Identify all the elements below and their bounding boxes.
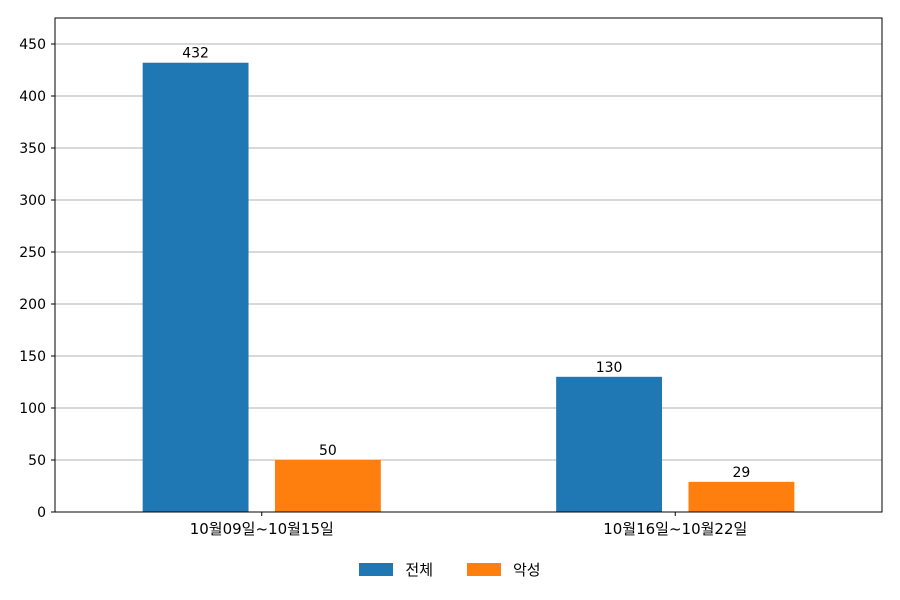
y-tick-label: 100 xyxy=(19,401,46,417)
axis-layer: 0 50 100 150 200 250 300 350 400 450 10월09일~10월15일… xyxy=(19,17,883,538)
data-label: 432 xyxy=(182,46,209,62)
y-tick-label: 0 xyxy=(37,505,46,521)
y-tick-label: 250 xyxy=(19,245,46,261)
y-tick-label: 50 xyxy=(28,453,46,469)
legend-label-series-1: 악성 xyxy=(513,561,541,579)
y-tick-label: 450 xyxy=(19,37,46,53)
bar-layer xyxy=(142,62,795,512)
legend-swatch-series-1 xyxy=(467,563,501,576)
plot-frame xyxy=(54,17,883,513)
data-label: 130 xyxy=(596,360,623,376)
legend-item-series-1: 악성 xyxy=(467,559,541,580)
bar-series-0 xyxy=(556,376,663,512)
x-tick-label: 10월09일~10월15일 xyxy=(190,520,334,538)
bar-series-1 xyxy=(688,481,795,512)
y-tick-label: 200 xyxy=(19,297,46,313)
data-label-layer: 432 50 130 29 xyxy=(182,46,750,481)
legend-swatch-series-0 xyxy=(359,563,394,576)
y-tick-label: 150 xyxy=(19,349,46,365)
legend-item-series-0: 전체 xyxy=(359,559,433,580)
legend: 전체 악성 xyxy=(0,559,900,580)
y-tick-label: 300 xyxy=(19,193,46,209)
bar-series-1 xyxy=(274,460,381,512)
bar-chart-svg: 432 50 130 29 0 50 100 150 200 250 300 350 400 450 10… xyxy=(19,17,883,538)
data-label: 50 xyxy=(319,443,337,459)
data-label: 29 xyxy=(732,465,750,481)
y-tick-label: 350 xyxy=(19,141,46,157)
x-tick-label: 10월16일~10월22일 xyxy=(603,520,747,538)
legend-label-series-0: 전체 xyxy=(405,561,433,579)
bar-series-0 xyxy=(142,62,249,512)
y-tick-label: 400 xyxy=(19,89,46,105)
